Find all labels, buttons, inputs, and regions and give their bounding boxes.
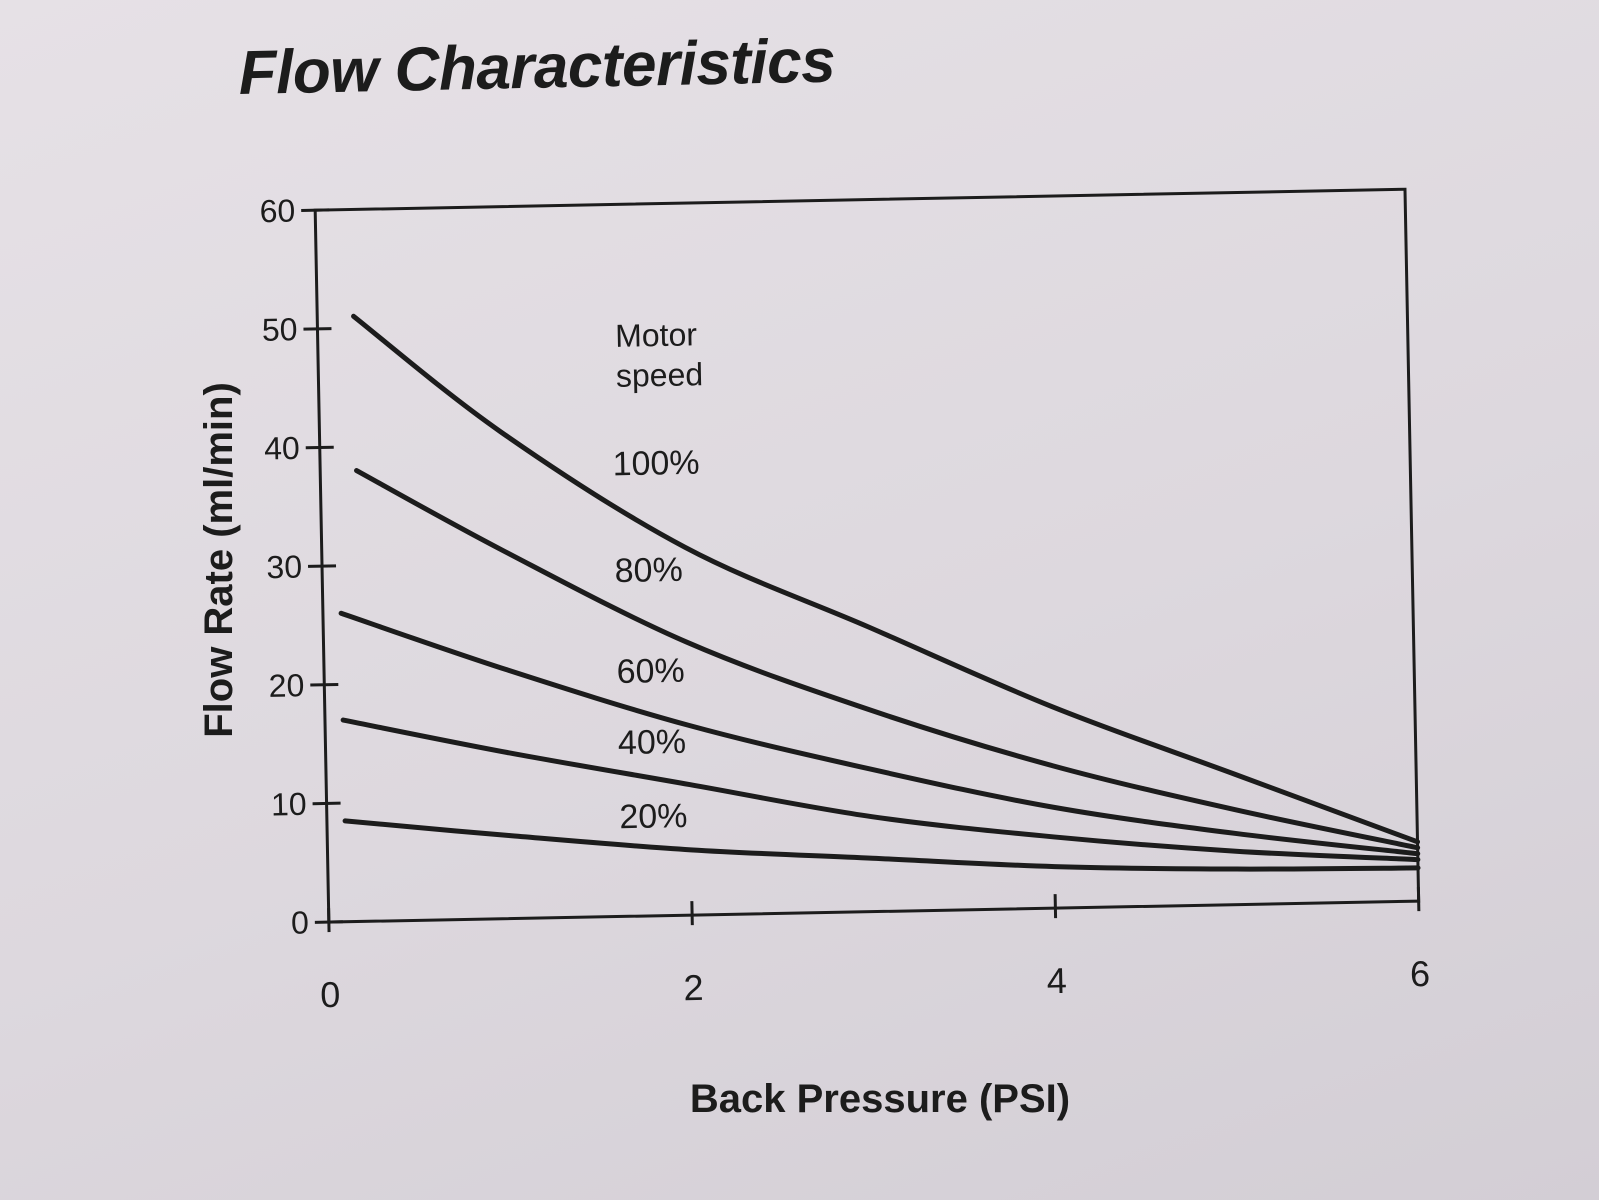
x-tick-label: 2 (683, 967, 704, 1008)
x-axis: 0 2 4 6 (320, 887, 1431, 1015)
plot-group: 0 10 20 30 40 50 60 0 2 4 6 100% 80% 60% 40% 20% Moto… (259, 187, 1431, 1015)
y-tick-label: 20 (268, 667, 304, 704)
x-axis-title: Back Pressure (PSI) (690, 1077, 1070, 1121)
y-tick-label: 60 (259, 193, 295, 230)
series-line-4 (340, 717, 1421, 863)
x-tick-label: 4 (1046, 960, 1067, 1001)
series-line-1 (351, 313, 1421, 845)
y-tick-mark (305, 445, 334, 450)
series-group (338, 313, 1421, 872)
series-label: 100% (612, 444, 700, 484)
y-tick-mark (307, 564, 337, 568)
series-labels: 100% 80% 60% 40% 20% (612, 444, 700, 837)
series-label: 20% (619, 797, 688, 836)
y-tick-mark (312, 801, 341, 806)
series-label: 80% (614, 551, 683, 590)
x-tick-label: 6 (1410, 953, 1431, 994)
series-line-5 (342, 818, 1421, 872)
y-tick-mark (301, 208, 330, 212)
y-axis: 0 10 20 30 40 50 60 (259, 193, 343, 941)
y-tick-mark (303, 327, 332, 331)
series-line-2 (354, 468, 1421, 851)
y-tick-label: 50 (262, 311, 298, 348)
y-tick-label: 30 (266, 549, 302, 586)
legend-title-line: Motor (615, 316, 698, 354)
legend-title-line: speed (616, 356, 704, 394)
series-label: 40% (618, 723, 687, 762)
series-line-3 (338, 610, 1421, 857)
legend-title: Motorspeed (615, 316, 704, 394)
y-axis-title: Flow Rate (ml/min) (197, 382, 241, 738)
y-tick-label: 0 (291, 904, 309, 940)
x-tick-label: 0 (320, 974, 341, 1015)
y-tick-mark (310, 683, 339, 687)
y-tick-label: 10 (271, 786, 307, 823)
series-label: 60% (616, 652, 685, 691)
y-tick-label: 40 (264, 430, 300, 467)
